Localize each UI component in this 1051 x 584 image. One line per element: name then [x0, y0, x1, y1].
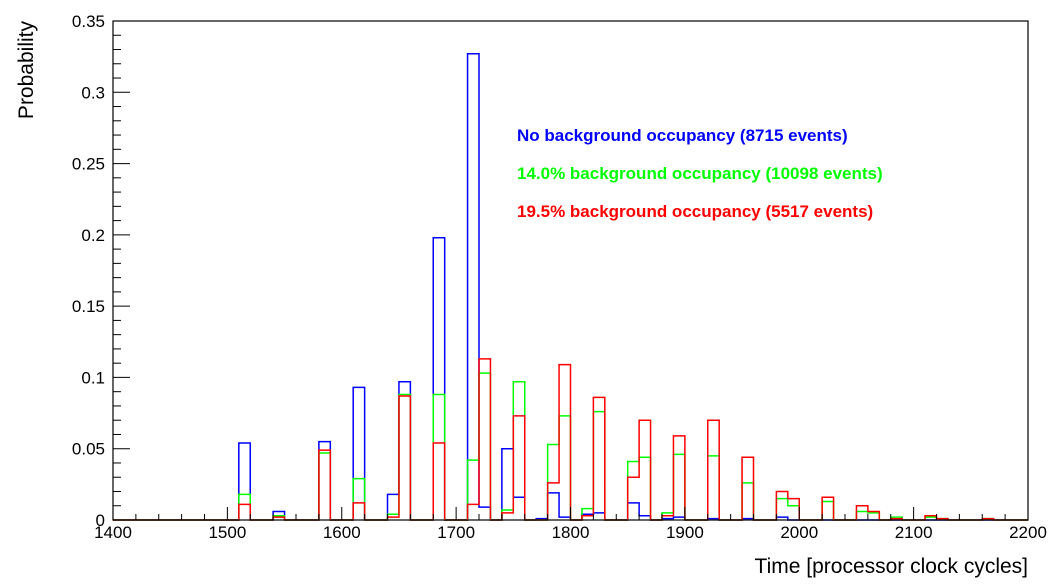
x-tick-label: 1900	[666, 523, 704, 542]
legend: No background occupancy (8715 events) 14.…	[517, 126, 883, 221]
y-tick-label: 0.05	[72, 440, 105, 459]
legend-entry-1: No background occupancy (8715 events)	[517, 126, 848, 145]
x-axis: 1400 1500 1600 1700 1800 1900 2000 2100 2200	[94, 507, 1047, 542]
legend-entry-2: 14.0% background occupancy (10098 events…	[517, 164, 883, 183]
y-tick-label: 0	[96, 511, 105, 530]
x-tick-label: 2100	[895, 523, 933, 542]
y-tick-label: 0.15	[72, 297, 105, 316]
y-tick-label: 0.1	[81, 368, 105, 387]
y-axis: 0 0.05 0.1 0.15 0.2 0.25 0.3 0.35	[72, 12, 130, 530]
x-tick-label: 1800	[552, 523, 590, 542]
x-tick-label: 2000	[780, 523, 818, 542]
x-axis-title: Time [processor clock cycles]	[755, 555, 1028, 578]
y-tick-label: 0.2	[81, 226, 105, 245]
y-tick-label: 0.35	[72, 12, 105, 31]
x-tick-label: 1400	[94, 523, 132, 542]
x-tick-label: 1500	[208, 523, 246, 542]
x-tick-label: 1700	[437, 523, 475, 542]
y-tick-label: 0.25	[72, 155, 105, 174]
y-axis-title: Probability	[15, 21, 38, 120]
x-tick-label: 1600	[323, 523, 361, 542]
x-tick-label: 2200	[1009, 523, 1047, 542]
y-tick-label: 0.3	[81, 83, 105, 102]
legend-entry-3: 19.5% background occupancy (5517 events)	[517, 202, 873, 221]
